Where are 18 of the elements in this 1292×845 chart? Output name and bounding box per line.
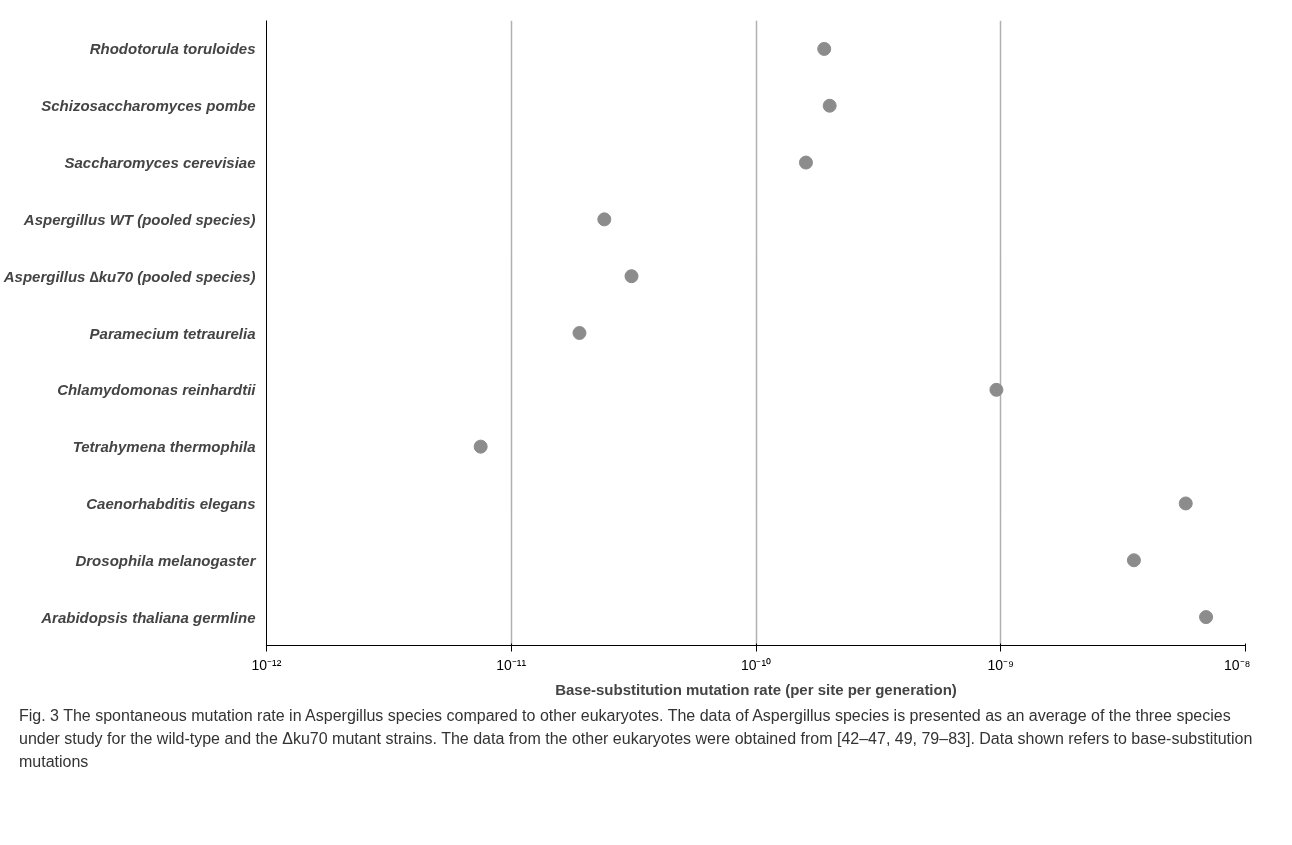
caption: Fig. 3 The spontaneous mutation rate in Aspergillus species compared to other eukaryotes. The data of Aspergillus species is presented as an average of the three species under study for the wild-type and the Δku70 mutant strains. The data from the other eukaryotes were obtained from [42–47, 49, 79–83]. Data shown refers to base-substitution mutations <box>19 706 1254 772</box>
y-tick-label: Paramecium tetraurelia <box>89 324 256 342</box>
y-tick-label: Tetrahymena thermophila <box>72 438 256 456</box>
y-tick-label: Rhodotorula toruloides <box>89 40 256 58</box>
y-tick-label: Drosophila melanogaster <box>75 551 257 569</box>
y-tick-label: Saccharomyces cerevisiae <box>64 154 256 172</box>
y-tick-label: Chlamydomonas reinhardtii <box>57 381 257 399</box>
y-tick-label: Aspergillus WT (pooled species) <box>22 210 256 228</box>
x-tick-label: 10⁻⁸ <box>1224 656 1251 673</box>
y-tick-label: Arabidopsis thaliana germline <box>40 608 256 626</box>
x-tick-label: 10⁻¹¹ <box>496 656 527 673</box>
y-tick-label: Aspergillus ∆ku70 (pooled species) <box>2 267 256 285</box>
y-tick-label: Caenorhabditis elegans <box>86 494 256 512</box>
x-axis-title: Base-substitution mutation rate (per site per generation) <box>555 680 957 698</box>
x-tick-label: 10⁻¹² <box>251 656 282 673</box>
x-tick-label: 10⁻⁹ <box>987 656 1015 673</box>
x-tick-label: 10⁻¹⁰ <box>740 656 772 673</box>
y-tick-label: Schizosaccharomyces pombe <box>41 97 256 115</box>
